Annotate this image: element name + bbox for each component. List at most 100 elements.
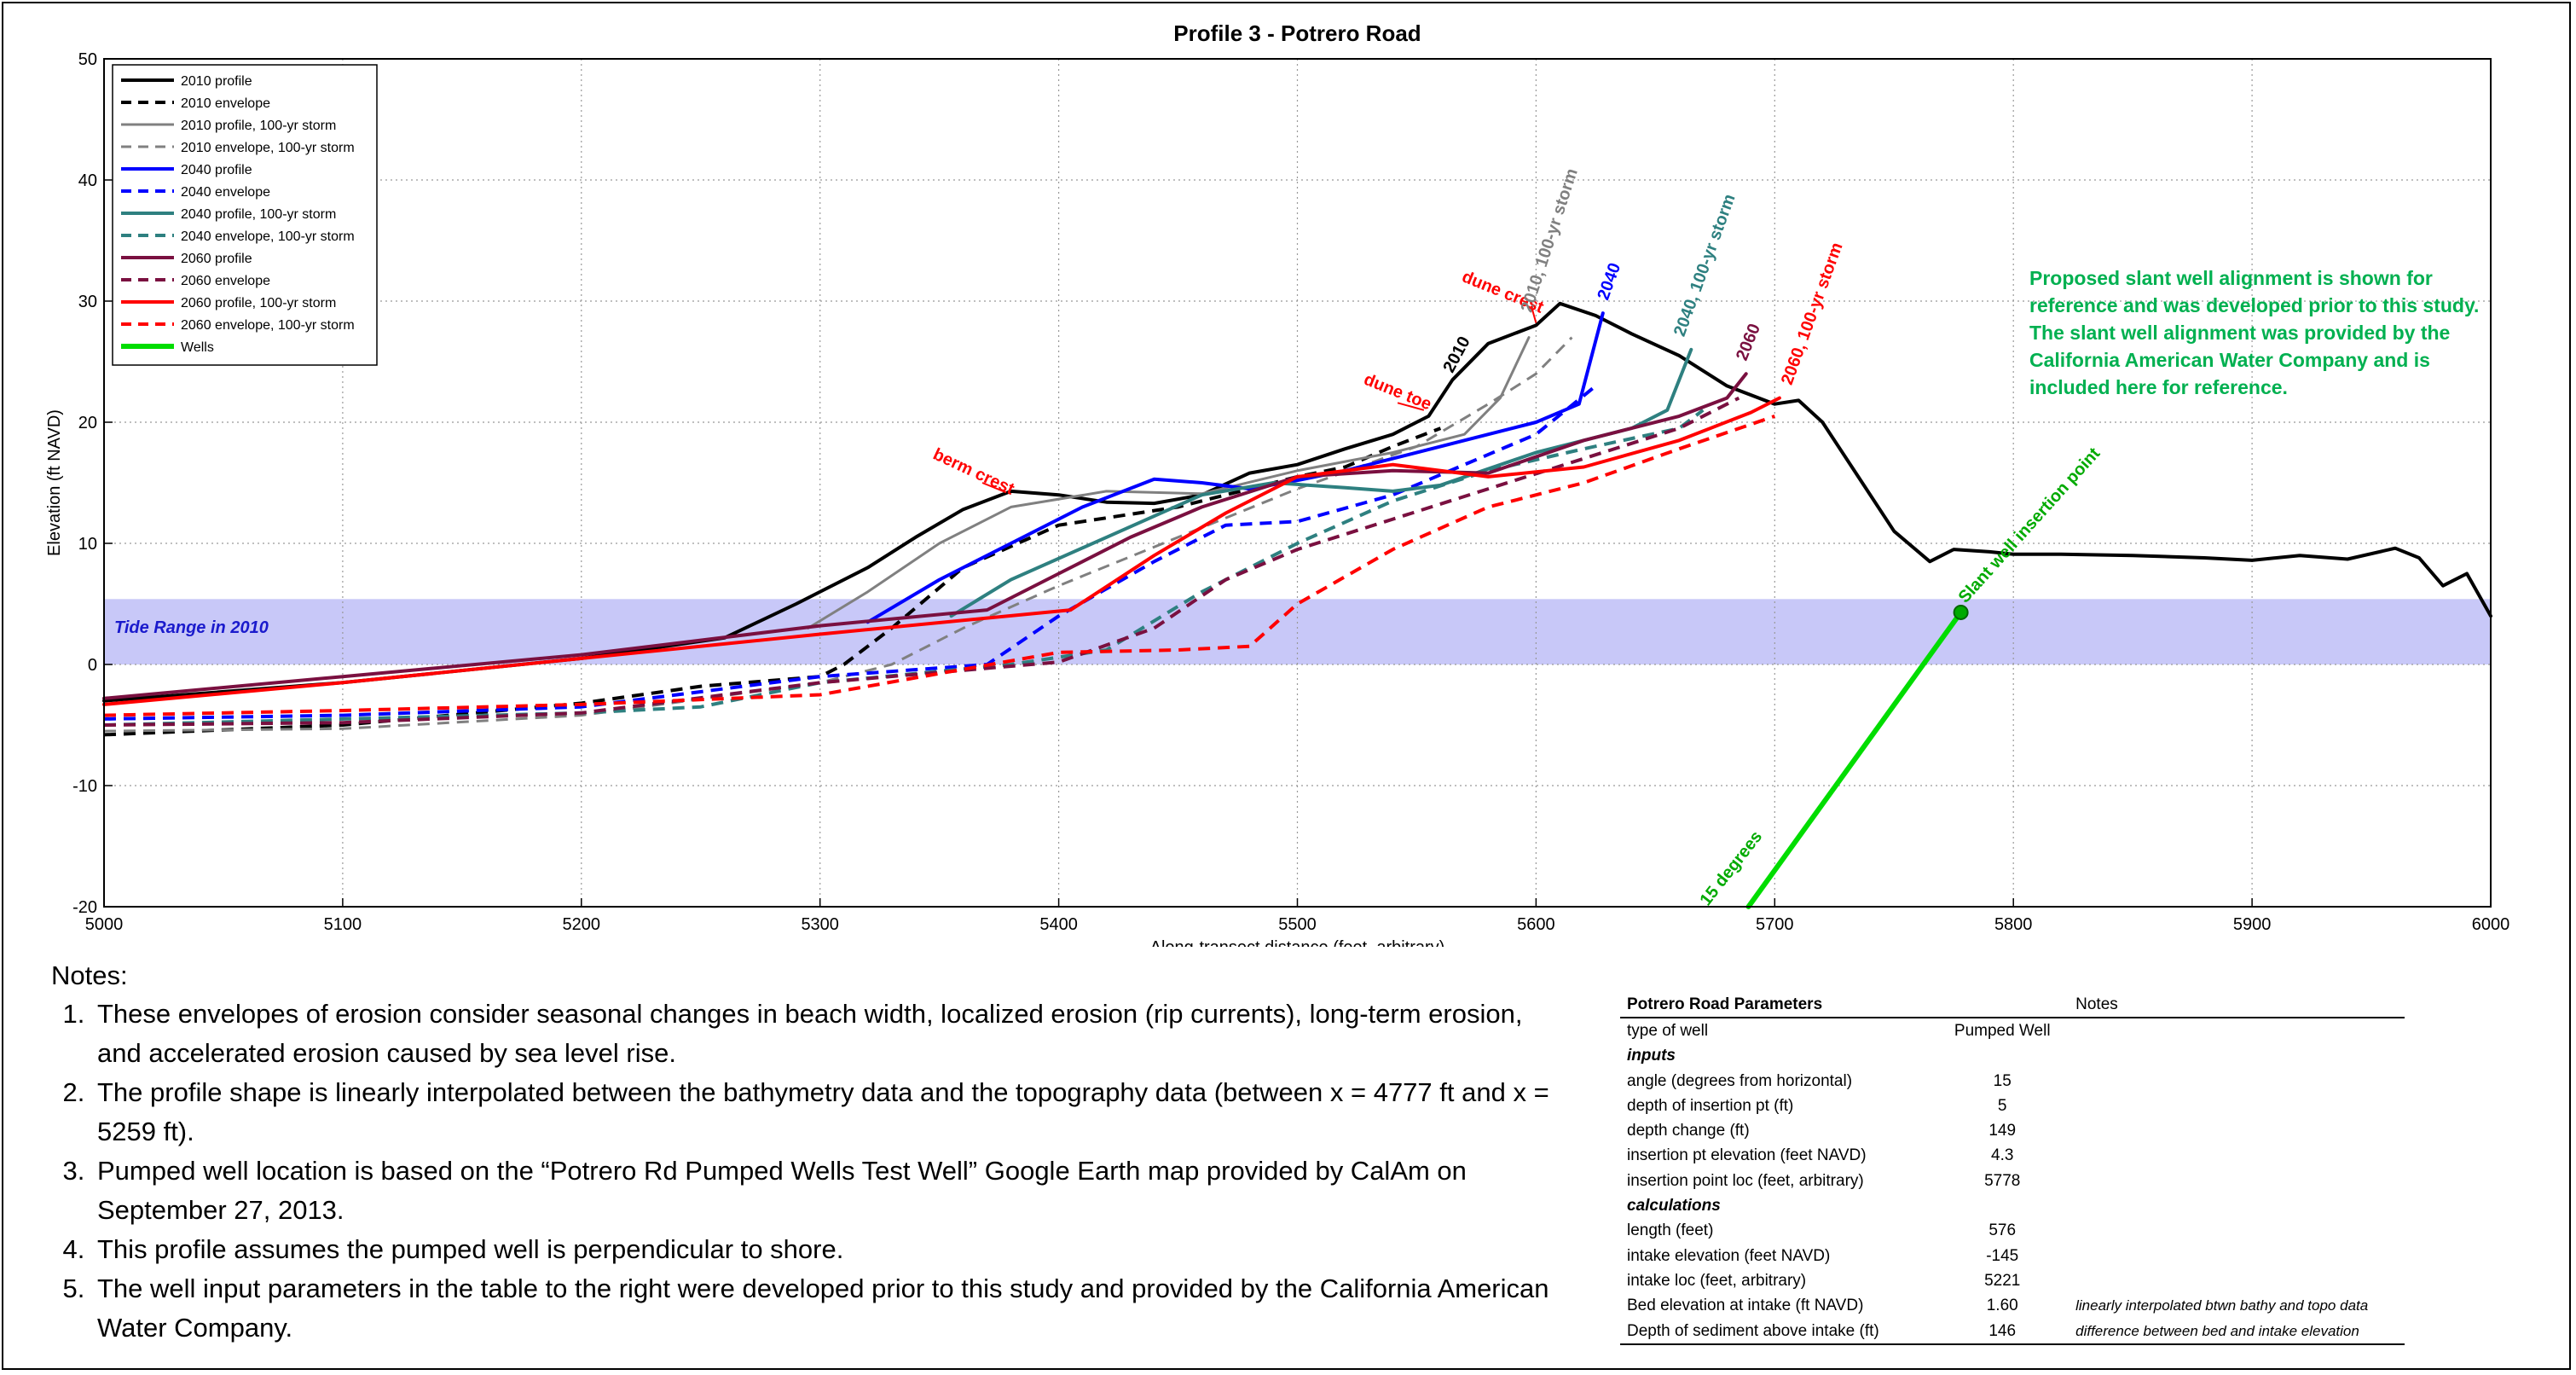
series-line <box>102 372 1748 700</box>
row-value: 5 <box>1997 1096 2007 1115</box>
legend-label: 2040 envelope, 100-yr storm <box>181 229 355 244</box>
legend-label: 2010 envelope <box>181 96 270 111</box>
insertion-point-marker <box>1953 604 1969 620</box>
x-tick-label: 6000 <box>2472 915 2510 934</box>
row-value: -145 <box>1986 1246 2019 1265</box>
row-label: length (feet) <box>1627 1221 1714 1240</box>
table-row: length (feet) 576 <box>1620 1219 2405 1244</box>
section-row: calculations <box>1620 1193 2405 1218</box>
table-row: depth of insertion pt (ft) 5 <box>1620 1094 2405 1118</box>
tide-range-band <box>104 599 2491 664</box>
series-line <box>103 336 1573 733</box>
note-item: The well input parameters in the table t… <box>92 1269 1559 1348</box>
row-note <box>2069 1144 2405 1169</box>
series-line <box>102 301 2492 703</box>
y-tick-label: 30 <box>78 293 97 311</box>
table-title: Potrero Road Parameters <box>1620 992 1930 1019</box>
x-tick-label: 5500 <box>1278 915 1317 934</box>
legend-label: 2010 envelope, 100-yr storm <box>181 141 355 155</box>
y-tick-label: 20 <box>78 414 97 432</box>
row-value: 1.60 <box>1986 1297 2018 1315</box>
notes-column-header: Notes <box>2069 992 2405 1019</box>
row-label: Depth of sediment above intake (ft) <box>1620 1318 1930 1346</box>
y-tick-label: 0 <box>88 656 97 675</box>
row-label: insertion point loc (feet, arbitrary) <box>1627 1171 1864 1190</box>
series-line <box>103 384 1597 721</box>
table-row: Depth of sediment above intake (ft) 146 … <box>1620 1318 2405 1346</box>
table-row: type of well Pumped Well <box>1620 1018 2405 1043</box>
row-value: 146 <box>1929 1318 2069 1346</box>
table-row: insertion point loc (feet, arbitrary) 57… <box>1620 1169 2405 1193</box>
callout-line: reference and was developed prior to thi… <box>2029 294 2479 316</box>
series-line <box>865 311 1605 624</box>
section-row: inputs <box>1620 1044 2405 1069</box>
row-note <box>2069 1094 2405 1118</box>
row-label: Bed elevation at intake (ft NAVD) <box>1627 1297 1864 1315</box>
row-value: 5221 <box>1984 1271 2021 1290</box>
y-axis-label: Elevation (ft NAVD) <box>45 409 64 556</box>
x-tick-label: 5100 <box>324 915 362 934</box>
y-tick-label: 50 <box>78 50 97 69</box>
note-item: These envelopes of erosion consider seas… <box>92 995 1559 1073</box>
table-row: insertion pt elevation (feet NAVD) 4.3 <box>1620 1144 2405 1169</box>
tide-range-label: Tide Range in 2010 <box>114 618 269 637</box>
y-tick-label: 10 <box>78 535 97 554</box>
legend-label: 2010 profile, 100-yr storm <box>181 119 336 133</box>
annotation-arrow <box>1397 402 1425 411</box>
row-label: type of well <box>1627 1021 1709 1040</box>
x-axis-label: Along-transect distance (feet, arbitrary… <box>1150 938 1445 947</box>
callout-line: California American Water Company and is <box>2029 349 2430 371</box>
table-row: Bed elevation at intake (ft NAVD) 1.60 l… <box>1620 1294 2405 1319</box>
y-tick-label: -10 <box>72 777 97 796</box>
section-label: inputs <box>1627 1047 1676 1065</box>
row-label: depth change (ft) <box>1627 1122 1750 1140</box>
callout-line: included here for reference. <box>2029 376 2288 398</box>
legend-label: 2060 profile, 100-yr storm <box>181 296 336 310</box>
row-note <box>2069 1268 2405 1293</box>
y-tick-label: -20 <box>72 898 97 917</box>
x-tick-label: 5400 <box>1039 915 1078 934</box>
row-note: difference between bed and intake elevat… <box>2069 1318 2405 1346</box>
row-label: insertion pt elevation (feet NAVD) <box>1627 1146 1867 1165</box>
section-label: calculations <box>1627 1197 1721 1215</box>
callout-line: Proposed slant well alignment is shown f… <box>2029 267 2433 289</box>
legend-label: 2060 envelope <box>181 274 270 288</box>
callout-text: Proposed slant well alignment is shown f… <box>2029 267 2479 398</box>
notes-heading: Notes: <box>51 960 128 990</box>
x-tick-label: 5300 <box>801 915 839 934</box>
table-row: angle (degrees from horizontal) 15 <box>1620 1069 2405 1094</box>
legend-label: 2010 profile <box>181 74 252 89</box>
row-note <box>2069 1118 2405 1143</box>
row-label: depth of insertion pt (ft) <box>1627 1096 1794 1115</box>
row-value: 149 <box>1988 1122 2017 1140</box>
legend-label: 2040 profile <box>181 163 252 177</box>
row-label: intake elevation (feet NAVD) <box>1627 1246 1831 1265</box>
legend-label: 2040 profile, 100-yr storm <box>181 207 336 222</box>
row-value: Pumped Well <box>1954 1021 2051 1040</box>
annotation-arrow <box>1530 305 1537 323</box>
row-note <box>2069 1069 2405 1094</box>
table-row: intake elevation (feet NAVD) -145 <box>1620 1244 2405 1268</box>
parameters-table: Potrero Road Parameters Notes type of we… <box>1620 992 2405 1346</box>
legend-label: 2040 envelope <box>181 185 270 200</box>
notes-list: These envelopes of erosion consider seas… <box>49 995 1559 1348</box>
note-item: The profile shape is linearly interpolat… <box>92 1073 1559 1152</box>
legend-label: 2060 envelope, 100-yr storm <box>181 318 355 333</box>
x-tick-label: 5800 <box>1994 915 2033 934</box>
row-value: 576 <box>1988 1221 2017 1240</box>
series-line <box>1745 609 1964 909</box>
series-line <box>103 396 1740 727</box>
annotation-arrow <box>981 482 1007 494</box>
note-item: Pumped well location is based on the “Po… <box>92 1152 1559 1230</box>
legend-label: 2060 profile <box>181 252 252 266</box>
row-note: linearly interpolated btwn bathy and top… <box>2075 1297 2369 1314</box>
x-tick-label: 5000 <box>85 915 124 934</box>
chart-title: Profile 3 - Potrero Road <box>1173 20 1421 46</box>
row-value: 4.3 <box>1991 1146 2014 1165</box>
table-row: intake loc (feet, arbitrary) 5221 <box>1620 1268 2405 1293</box>
row-note <box>2069 1244 2405 1268</box>
x-tick-label: 5900 <box>2233 915 2272 934</box>
callout-line: The slant well alignment was provided by… <box>2029 322 2450 344</box>
